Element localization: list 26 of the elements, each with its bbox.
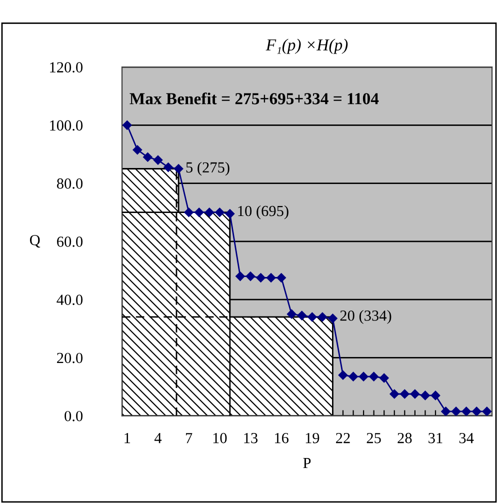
chart-title: F₁(p) ×H(p) bbox=[266, 38, 348, 54]
x-tick-label: 22 bbox=[336, 432, 350, 444]
x-tick-label: 28 bbox=[398, 432, 412, 444]
x-tick-label: 4 bbox=[154, 433, 162, 444]
x-tick-label: 10 bbox=[213, 432, 227, 444]
x-tick-label: 13 bbox=[244, 432, 258, 444]
y-tick-label: 100.0 bbox=[50, 120, 83, 131]
annotation: 10 (695) bbox=[238, 205, 288, 220]
x-tick-label: 1 bbox=[124, 432, 130, 444]
y-axis-title: Q bbox=[30, 234, 40, 248]
x-tick-label: 7 bbox=[186, 433, 192, 444]
y-tick-label: 120.0 bbox=[50, 62, 83, 73]
annotation: 20 (334) bbox=[340, 310, 392, 324]
x-tick-label: 25 bbox=[366, 432, 381, 444]
y-tick-label: 20.0 bbox=[57, 352, 83, 364]
y-tick-label: 60.0 bbox=[57, 236, 83, 247]
x-tick-label: 16 bbox=[275, 432, 289, 444]
x-tick-label: 31 bbox=[428, 432, 442, 444]
x-tick-label: 19 bbox=[306, 432, 320, 444]
y-tick-label: 80.0 bbox=[56, 178, 83, 189]
annotation: Max Benefit = 275+695+334 = 1104 bbox=[130, 92, 379, 104]
y-tick-label: 0.0 bbox=[64, 410, 83, 422]
x-axis-title: P bbox=[303, 458, 311, 468]
y-tick-label: 40.0 bbox=[56, 294, 83, 306]
annotation: 5 (275) bbox=[186, 162, 230, 176]
x-tick-label: 34 bbox=[459, 432, 474, 444]
